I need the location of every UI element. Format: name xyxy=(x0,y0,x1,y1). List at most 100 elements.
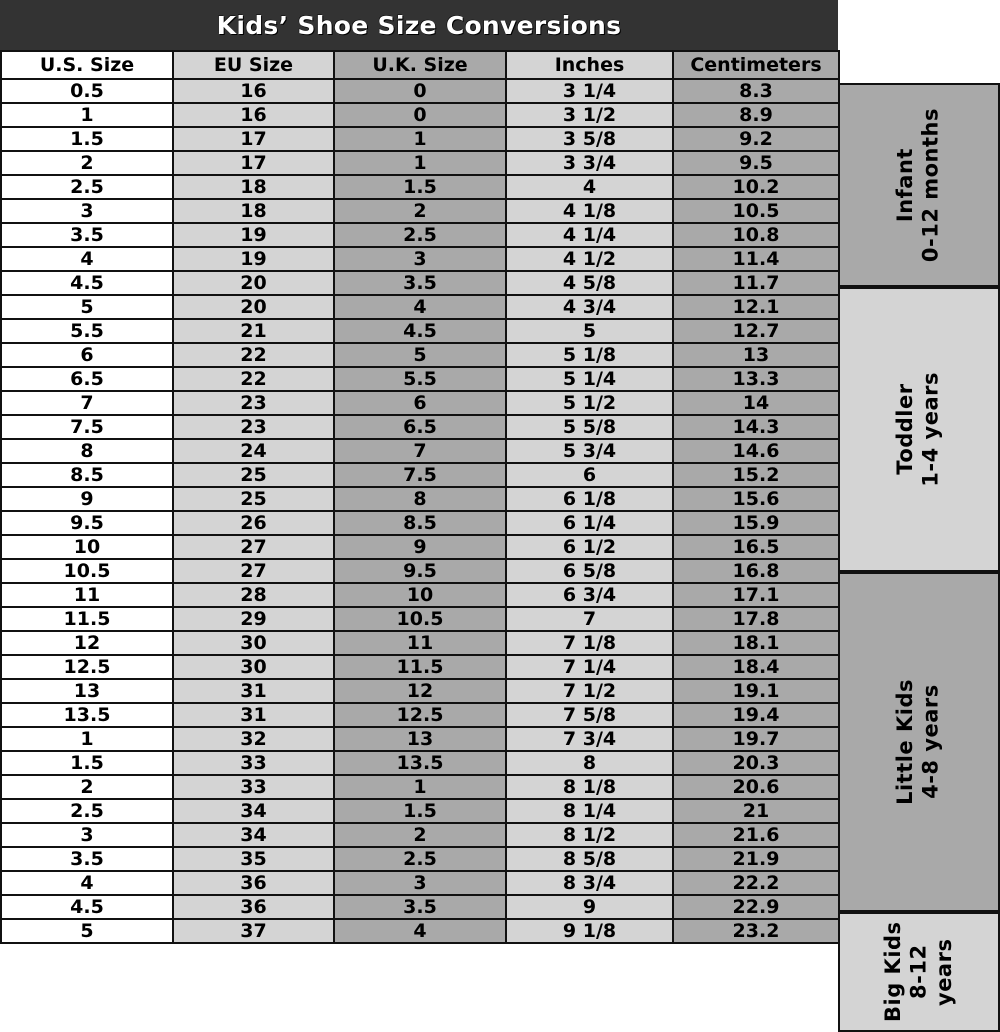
cell-cm: 18.1 xyxy=(672,630,840,656)
cell-us: 1.5 xyxy=(0,750,174,776)
age-group-panels: Infant 0-12 months Toddler 1-4 years Littl… xyxy=(838,0,1000,1032)
cell-us: 11.5 xyxy=(0,606,174,632)
cell-us: 7 xyxy=(0,390,174,416)
table-row: 0.5 16 0 3 1/4 8.3 xyxy=(0,78,840,104)
cell-uk: 1 xyxy=(333,126,507,152)
cell-us: 2 xyxy=(0,774,174,800)
cell-in: 4 1/4 xyxy=(505,222,674,248)
cell-us: 1 xyxy=(0,102,174,128)
cell-uk: 10.5 xyxy=(333,606,507,632)
table-row: 10.5 27 9.5 6 5/8 16.8 xyxy=(0,558,840,584)
cell-us: 11 xyxy=(0,582,174,608)
chart-title-bar: Kids’ Shoe Size Conversions xyxy=(0,0,838,50)
cell-cm: 8.9 xyxy=(672,102,840,128)
size-conversion-table-wrapper: U.S. Size EU Size U.K. Size Inches Centimete… xyxy=(0,50,840,944)
cell-in: 4 5/8 xyxy=(505,270,674,296)
cell-eu: 31 xyxy=(172,678,335,704)
cell-eu: 29 xyxy=(172,606,335,632)
age-group-label: Little Kids 4-8 years xyxy=(893,679,943,805)
cell-us: 6.5 xyxy=(0,366,174,392)
cell-uk: 12.5 xyxy=(333,702,507,728)
cell-in: 5 1/2 xyxy=(505,390,674,416)
table-row: 7 23 6 5 1/2 14 xyxy=(0,390,840,416)
cell-in: 7 5/8 xyxy=(505,702,674,728)
cell-uk: 2.5 xyxy=(333,222,507,248)
cell-in: 6 1/8 xyxy=(505,486,674,512)
cell-in: 5 3/4 xyxy=(505,438,674,464)
age-group-panel-toddler: Toddler 1-4 years xyxy=(838,287,1000,572)
cell-uk: 10 xyxy=(333,582,507,608)
cell-eu: 36 xyxy=(172,894,335,920)
cell-in: 9 1/8 xyxy=(505,918,674,944)
cell-uk: 3 xyxy=(333,870,507,896)
cell-us: 7.5 xyxy=(0,414,174,440)
cell-uk: 5.5 xyxy=(333,366,507,392)
cell-eu: 35 xyxy=(172,846,335,872)
cell-in: 7 1/8 xyxy=(505,630,674,656)
cell-in: 7 xyxy=(505,606,674,632)
cell-eu: 20 xyxy=(172,270,335,296)
table-row: 2.5 34 1.5 8 1/4 21 xyxy=(0,798,840,824)
cell-in: 4 xyxy=(505,174,674,200)
table-row: 1 16 0 3 1/2 8.9 xyxy=(0,102,840,128)
table-row: 4 36 3 8 3/4 22.2 xyxy=(0,870,840,896)
cell-in: 4 3/4 xyxy=(505,294,674,320)
cell-cm: 11.4 xyxy=(672,246,840,272)
table-row: 5.5 21 4.5 5 12.7 xyxy=(0,318,840,344)
cell-cm: 15.9 xyxy=(672,510,840,536)
cell-cm: 19.7 xyxy=(672,726,840,752)
cell-eu: 18 xyxy=(172,198,335,224)
column-header-cm: Centimeters xyxy=(672,50,840,80)
column-header-eu: EU Size xyxy=(172,50,335,80)
table-row: 9 25 8 6 1/8 15.6 xyxy=(0,486,840,512)
cell-uk: 2.5 xyxy=(333,846,507,872)
cell-eu: 16 xyxy=(172,78,335,104)
cell-us: 1 xyxy=(0,726,174,752)
cell-in: 8 5/8 xyxy=(505,846,674,872)
cell-uk: 6.5 xyxy=(333,414,507,440)
cell-us: 3 xyxy=(0,822,174,848)
cell-us: 13 xyxy=(0,678,174,704)
cell-uk: 2 xyxy=(333,822,507,848)
cell-cm: 9.2 xyxy=(672,126,840,152)
cell-cm: 13 xyxy=(672,342,840,368)
cell-cm: 13.3 xyxy=(672,366,840,392)
cell-in: 6 1/4 xyxy=(505,510,674,536)
cell-uk: 7.5 xyxy=(333,462,507,488)
cell-uk: 1.5 xyxy=(333,798,507,824)
cell-us: 1.5 xyxy=(0,126,174,152)
cell-in: 3 3/4 xyxy=(505,150,674,176)
cell-us: 5 xyxy=(0,294,174,320)
header-row: U.S. Size EU Size U.K. Size Inches Centimete… xyxy=(0,50,840,80)
cell-cm: 12.7 xyxy=(672,318,840,344)
cell-uk: 1 xyxy=(333,150,507,176)
cell-cm: 11.7 xyxy=(672,270,840,296)
cell-in: 8 1/2 xyxy=(505,822,674,848)
age-group-label: Big Kids 8-12 years xyxy=(880,921,956,1023)
cell-in: 5 1/8 xyxy=(505,342,674,368)
cell-cm: 16.8 xyxy=(672,558,840,584)
cell-cm: 14.3 xyxy=(672,414,840,440)
cell-us: 8.5 xyxy=(0,462,174,488)
table-row: 6 22 5 5 1/8 13 xyxy=(0,342,840,368)
cell-eu: 24 xyxy=(172,438,335,464)
table-row: 11 28 10 6 3/4 17.1 xyxy=(0,582,840,608)
cell-us: 13.5 xyxy=(0,702,174,728)
cell-eu: 21 xyxy=(172,318,335,344)
cell-uk: 11.5 xyxy=(333,654,507,680)
cell-in: 8 1/8 xyxy=(505,774,674,800)
cell-us: 8 xyxy=(0,438,174,464)
cell-us: 5 xyxy=(0,918,174,944)
cell-cm: 15.2 xyxy=(672,462,840,488)
cell-cm: 14 xyxy=(672,390,840,416)
cell-uk: 8.5 xyxy=(333,510,507,536)
cell-uk: 4 xyxy=(333,294,507,320)
cell-cm: 22.9 xyxy=(672,894,840,920)
cell-in: 4 1/2 xyxy=(505,246,674,272)
table-row: 3 18 2 4 1/8 10.5 xyxy=(0,198,840,224)
cell-us: 9.5 xyxy=(0,510,174,536)
table-row: 1.5 33 13.5 8 20.3 xyxy=(0,750,840,776)
table-row: 1.5 17 1 3 5/8 9.2 xyxy=(0,126,840,152)
cell-us: 5.5 xyxy=(0,318,174,344)
table-row: 2 17 1 3 3/4 9.5 xyxy=(0,150,840,176)
